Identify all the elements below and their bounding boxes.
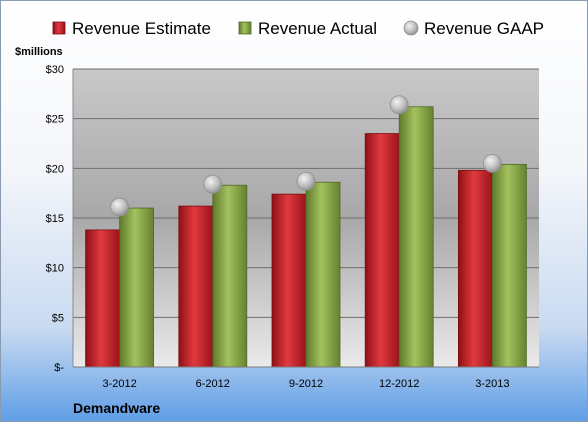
marker-revenue-gaap <box>110 197 129 217</box>
x-tick-label: 6-2012 <box>196 378 230 390</box>
y-axis: $- $5 $10 $15 $20 $25 $30 <box>46 64 74 374</box>
bar-revenue-actual <box>491 163 527 368</box>
legend-revenue-actual-swatch <box>238 21 252 35</box>
marker-revenue-gaap <box>482 153 502 173</box>
bar-revenue-actual <box>305 181 341 368</box>
y-tick-label: $5 <box>52 312 64 324</box>
marker-revenue-gaap <box>389 95 409 115</box>
bar-revenue-actual <box>398 106 434 368</box>
y-tick-label: $20 <box>46 163 64 175</box>
marker-revenue-gaap <box>203 174 223 194</box>
x-tick-label: 12-2012 <box>379 378 419 390</box>
legend-revenue-actual-label: Revenue Actual <box>258 19 377 38</box>
y-tick-label: $30 <box>46 64 64 76</box>
y-tick-label: $- <box>54 362 64 374</box>
bar-revenue-estimate <box>364 133 400 368</box>
company-name: Demandware <box>73 400 160 416</box>
bar-revenue-actual <box>212 184 248 368</box>
legend-revenue-estimate-label: Revenue Estimate <box>72 19 211 38</box>
bars <box>85 106 527 368</box>
y-tick-label: $10 <box>46 263 64 275</box>
legend-revenue-estimate-swatch <box>52 21 66 35</box>
legend-revenue-gaap-swatch <box>403 20 419 36</box>
bar-revenue-estimate <box>271 193 307 368</box>
legend: Revenue Estimate Revenue Actual Revenue GA… <box>52 19 544 38</box>
bar-revenue-estimate <box>457 169 493 368</box>
x-tick-label: 3-2013 <box>475 378 509 390</box>
bar-revenue-estimate <box>85 229 120 368</box>
gaap-markers <box>110 95 502 217</box>
legend-revenue-gaap-label: Revenue GAAP <box>424 19 544 38</box>
bar-revenue-estimate <box>178 205 214 368</box>
y-tick-label: $15 <box>46 213 64 225</box>
x-axis: 3-2012 6-2012 9-2012 12-2012 3-2013 <box>73 366 539 390</box>
y-unit-label: $millions <box>15 46 63 58</box>
y-tick-label: $25 <box>46 114 64 126</box>
marker-revenue-gaap <box>296 171 316 191</box>
x-tick-label: 3-2012 <box>102 378 136 390</box>
x-tick-label: 9-2012 <box>289 378 323 390</box>
bar-revenue-actual <box>119 207 154 368</box>
